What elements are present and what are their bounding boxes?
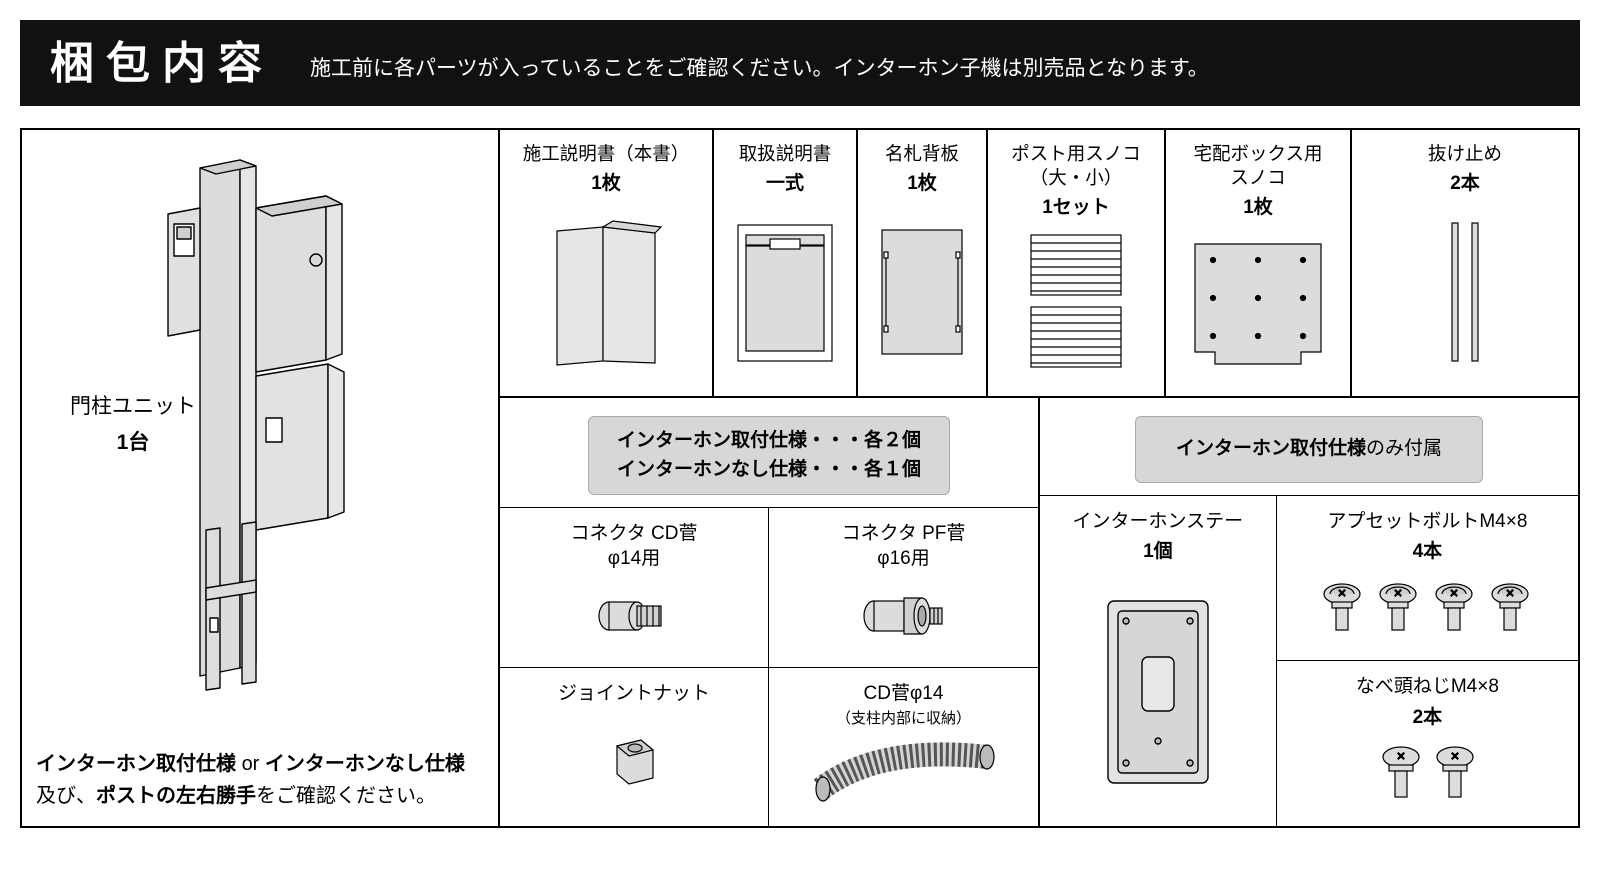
label: なべ頭ねじM4×8 bbox=[1356, 675, 1499, 700]
label: 宅配ボックス用 スノコ bbox=[1194, 142, 1323, 190]
cd-tube-icon bbox=[809, 735, 999, 815]
label: CD菅φ14（支柱内部に収納） bbox=[836, 682, 971, 731]
block-a-head-l2: インターホンなし仕様・・・各１個 bbox=[617, 456, 921, 485]
cell-main-unit: 門柱ユニット 1台 bbox=[22, 130, 500, 826]
footer-spec2: インターホンなし仕様 bbox=[265, 753, 465, 775]
label: 名札背板 bbox=[885, 142, 959, 166]
block-b-head-rest: のみ付属 bbox=[1366, 438, 1442, 459]
label: 取扱説明書 bbox=[739, 142, 832, 166]
cell-nameplate-back: 名札背板 1枚 bbox=[858, 130, 988, 396]
cell-install-manual: 施工説明書（本書） 1枚 bbox=[500, 130, 714, 396]
cell-delivery-sunoko: 宅配ボックス用 スノコ 1枚 bbox=[1166, 130, 1352, 396]
label: 施工説明書（本書） bbox=[523, 142, 690, 166]
block-b-head-bold: インターホン取付仕様 bbox=[1176, 438, 1366, 459]
banner-subtitle: 施工前に各パーツが入っていることをご確認ください。インターホン子機は別売品となり… bbox=[310, 52, 1209, 86]
connector-cd-icon bbox=[589, 586, 679, 646]
intercom-stay-icon bbox=[1088, 587, 1228, 797]
block-connectors: インターホン取付仕様・・・各２個 インターホンなし仕様・・・各１個 コネクタ C… bbox=[500, 398, 1040, 826]
user-manual-icon bbox=[730, 217, 840, 367]
block-a-head-l1: インターホン取付仕様・・・各２個 bbox=[617, 427, 921, 456]
contents-grid: 門柱ユニット 1台 bbox=[20, 128, 1580, 828]
svg-text:✕: ✕ bbox=[1338, 588, 1347, 600]
footer-or: or bbox=[242, 753, 265, 775]
svg-text:✕: ✕ bbox=[1450, 588, 1459, 600]
main-unit-footer: インターホン取付仕様 or インターホンなし仕様 及び、ポストの左右勝手をご確認… bbox=[36, 748, 484, 812]
qty: 1枚 bbox=[907, 168, 937, 195]
qty: 1個 bbox=[1143, 536, 1173, 563]
label: コネクタ CD菅φ14用 bbox=[571, 522, 698, 571]
cell-upset-bolt: アプセットボルトM4×8 4本 ✕ ✕ ✕ ✕ bbox=[1277, 495, 1578, 661]
label: インターホンステー bbox=[1073, 510, 1244, 535]
cell-connector-cd: コネクタ CD菅φ14用 bbox=[500, 507, 769, 667]
label: コネクタ PF菅φ16用 bbox=[842, 522, 966, 571]
header-banner: 梱包内容 施工前に各パーツが入っていることをご確認ください。インターホン子機は別… bbox=[20, 20, 1580, 106]
cell-nukedome: 抜け止め 2本 bbox=[1352, 130, 1578, 396]
pan-screw-icon: ✕ ✕ bbox=[1357, 739, 1497, 809]
qty: 1セット bbox=[1042, 192, 1110, 219]
footer-line2c: をご確認ください。 bbox=[256, 785, 436, 807]
connector-pf-icon bbox=[854, 586, 954, 646]
qty: 4本 bbox=[1413, 536, 1443, 563]
footer-line2a: 及び、 bbox=[36, 785, 96, 807]
footer-line2b: ポストの左右勝手 bbox=[96, 785, 256, 807]
svg-text:✕: ✕ bbox=[1451, 751, 1460, 763]
svg-text:✕: ✕ bbox=[1397, 751, 1406, 763]
delivery-sunoko-icon bbox=[1183, 234, 1333, 374]
label: 抜け止め bbox=[1428, 142, 1502, 166]
qty: 一式 bbox=[766, 168, 804, 195]
cell-intercom-stay: インターホンステー 1個 bbox=[1040, 495, 1277, 827]
qty: 2本 bbox=[1413, 702, 1443, 729]
block-a-head: インターホン取付仕様・・・各２個 インターホンなし仕様・・・各１個 bbox=[588, 416, 950, 495]
footer-spec1: インターホン取付仕様 bbox=[36, 753, 236, 775]
joint-nut-icon bbox=[599, 728, 669, 798]
parts-row-1: 施工説明書（本書） 1枚 取扱説明書 一式 bbox=[500, 130, 1578, 398]
main-unit-qty: 1台 bbox=[48, 426, 218, 456]
svg-text:✕: ✕ bbox=[1506, 588, 1515, 600]
label: アプセットボルトM4×8 bbox=[1327, 510, 1527, 535]
upset-bolt-icon: ✕ ✕ ✕ ✕ bbox=[1312, 574, 1542, 644]
banner-title: 梱包内容 bbox=[50, 42, 274, 86]
post-sunoko-icon bbox=[1011, 229, 1141, 379]
block-intercom-only: インターホン取付仕様のみ付属 インターホンステー 1個 bbox=[1040, 398, 1578, 826]
qty: 1枚 bbox=[591, 168, 621, 195]
qty: 1枚 bbox=[1243, 192, 1273, 219]
label: ポスト用スノコ （大・小） bbox=[1011, 142, 1141, 190]
cell-joint-nut: ジョイントナット bbox=[500, 667, 769, 827]
main-unit-label: 門柱ユニット bbox=[48, 390, 218, 420]
nameplate-icon bbox=[872, 222, 972, 362]
qty: 2本 bbox=[1450, 168, 1480, 195]
label: ジョイントナット bbox=[558, 682, 710, 707]
cell-user-manual: 取扱説明書 一式 bbox=[714, 130, 858, 396]
install-manual-icon bbox=[541, 217, 671, 367]
cell-post-sunoko: ポスト用スノコ （大・小） 1セット bbox=[988, 130, 1166, 396]
cell-cd-tube: CD菅φ14（支柱内部に収納） bbox=[769, 667, 1038, 827]
block-b-head: インターホン取付仕様のみ付属 bbox=[1135, 416, 1483, 483]
svg-text:✕: ✕ bbox=[1394, 588, 1403, 600]
nukedome-icon bbox=[1430, 217, 1500, 367]
cell-pan-screw: なべ頭ねじM4×8 2本 ✕ ✕ bbox=[1277, 660, 1578, 826]
cell-connector-pf: コネクタ PF菅φ16用 bbox=[769, 507, 1038, 667]
